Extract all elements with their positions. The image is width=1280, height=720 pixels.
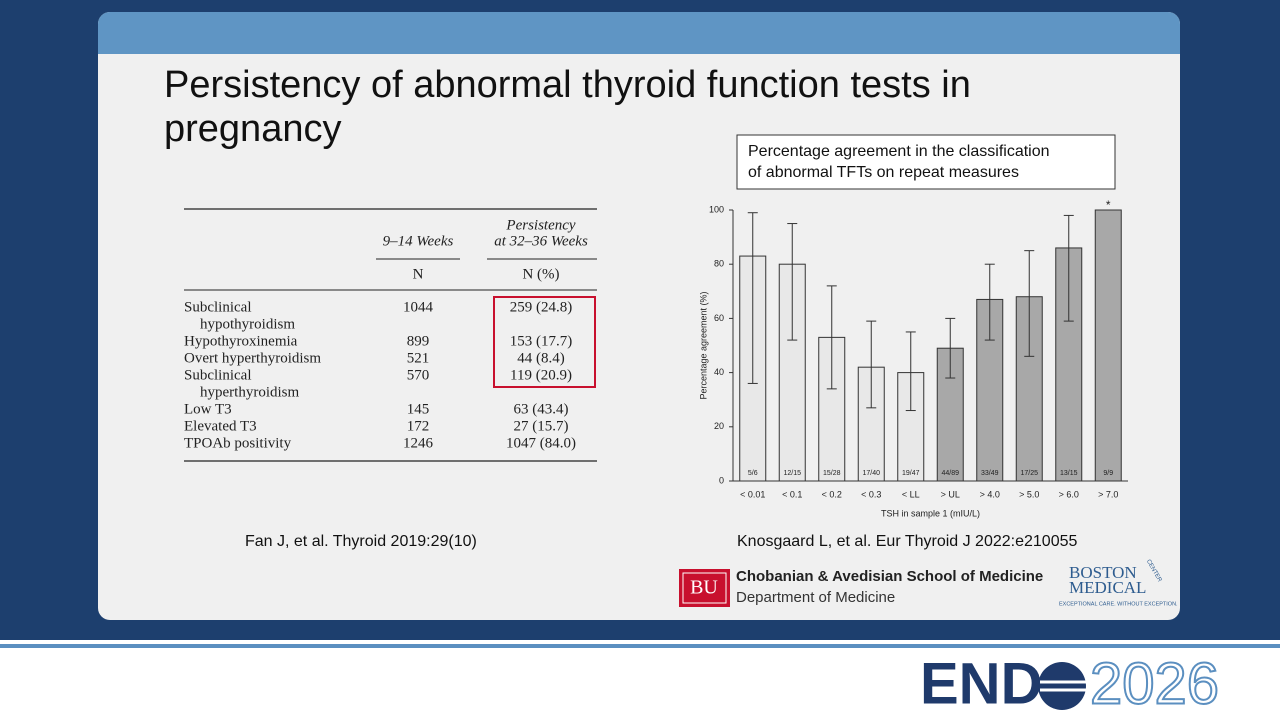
row-label: Elevated T3 — [184, 418, 257, 434]
x-tick-label: > 7.0 — [1098, 489, 1118, 499]
slide-title: pregnancy — [164, 108, 341, 150]
y-tick-label: 100 — [709, 204, 724, 214]
cell: 570 — [407, 367, 430, 383]
bmc-tagline: EXCEPTIONAL CARE. WITHOUT EXCEPTION. — [1059, 601, 1178, 607]
column-unit: N (%) — [522, 266, 559, 282]
cell: 27 (15.7) — [514, 418, 569, 434]
chart-title: of abnormal TFTs on repeat measures — [748, 164, 1019, 181]
endo-year: 2026 — [1090, 651, 1219, 716]
cell: 259 (24.8) — [510, 299, 573, 315]
x-tick-label: < 0.01 — [740, 489, 765, 499]
column-unit: N — [413, 266, 424, 282]
y-axis-label: Percentage agreement (%) — [698, 291, 708, 399]
row-label: Subclinical — [184, 367, 252, 383]
x-tick-label: < 0.1 — [782, 489, 802, 499]
row-label: Overt hyperthyroidism — [184, 350, 321, 366]
school-name: Chobanian & Avedisian School of Medicine — [736, 568, 1043, 585]
card-band — [98, 12, 1180, 54]
bu-logo-frame — [682, 572, 727, 604]
endo-globe-lines — [1040, 680, 1086, 692]
y-tick-label: 0 — [719, 475, 724, 485]
cell: 172 — [407, 418, 430, 434]
bar-label: 33/49 — [981, 470, 999, 477]
bar-label: 9/9 — [1103, 470, 1113, 477]
bar-label: 12/15 — [783, 470, 801, 477]
x-tick-label: > UL — [941, 489, 960, 499]
chart-title: Percentage agreement in the classificati… — [748, 143, 1050, 160]
bu-text: BU — [690, 577, 718, 599]
cell: 1047 (84.0) — [506, 435, 576, 451]
cell: 119 (20.9) — [510, 367, 572, 383]
annotation: * — [1106, 198, 1111, 212]
x-tick-label: < 0.2 — [822, 489, 842, 499]
cell: 153 (17.7) — [510, 333, 573, 349]
cell: 1044 — [403, 299, 434, 315]
citation: Fan J, et al. Thyroid 2019:29(10) — [245, 533, 477, 550]
y-tick-label: 80 — [714, 259, 724, 269]
bar-label: 15/28 — [823, 470, 841, 477]
cell: 63 (43.4) — [514, 401, 569, 417]
cell: 44 (8.4) — [517, 350, 565, 366]
citation: Knosgaard L, et al. Eur Thyroid J 2022:e… — [737, 533, 1077, 550]
row-label: hyperthyroidism — [200, 384, 299, 400]
row-label: hypothyroidism — [200, 316, 295, 332]
bar-label: 5/6 — [748, 470, 758, 477]
column-header: Persistency — [505, 217, 575, 233]
column-header: at 32–36 Weeks — [494, 233, 588, 249]
y-tick-label: 40 — [714, 367, 724, 377]
footer — [0, 640, 1280, 720]
endo-logo: END — [920, 651, 1042, 716]
bar-label: 13/15 — [1060, 470, 1078, 477]
row-label: Hypothyroxinemia — [184, 333, 298, 349]
cell: 1246 — [403, 435, 434, 451]
bar-label: 17/25 — [1020, 470, 1038, 477]
bmc-text: BOSTON — [1069, 563, 1137, 582]
row-label: TPOAb positivity — [184, 435, 292, 451]
x-tick-label: > 6.0 — [1059, 489, 1079, 499]
y-tick-label: 20 — [714, 421, 724, 431]
bmc-text: MEDICAL — [1069, 578, 1146, 597]
row-label: Subclinical — [184, 299, 252, 315]
slide-title: Persistency of abnormal thyroid function… — [164, 64, 971, 106]
bar-label: 44/89 — [941, 470, 959, 477]
endo-globe — [1038, 662, 1086, 710]
cell: 521 — [407, 350, 430, 366]
cell: 145 — [407, 401, 430, 417]
department: Department of Medicine — [736, 589, 895, 606]
bu-logo — [679, 569, 730, 607]
bar-label: 19/47 — [902, 470, 920, 477]
footer-rule — [0, 644, 1280, 648]
chart-title-box — [736, 134, 1116, 190]
column-header: 9–14 Weeks — [383, 233, 454, 249]
x-tick-label: > 5.0 — [1019, 489, 1039, 499]
highlight-box — [493, 296, 596, 388]
row-label: Low T3 — [184, 401, 232, 417]
y-tick-label: 60 — [714, 313, 724, 323]
bar — [1094, 209, 1122, 482]
x-axis-label: TSH in sample 1 (mIU/L) — [881, 508, 980, 518]
cell: 899 — [407, 333, 430, 349]
x-tick-label: < LL — [902, 489, 920, 499]
x-tick-label: > 4.0 — [980, 489, 1000, 499]
x-tick-label: < 0.3 — [861, 489, 881, 499]
bar-label: 17/40 — [862, 470, 880, 477]
